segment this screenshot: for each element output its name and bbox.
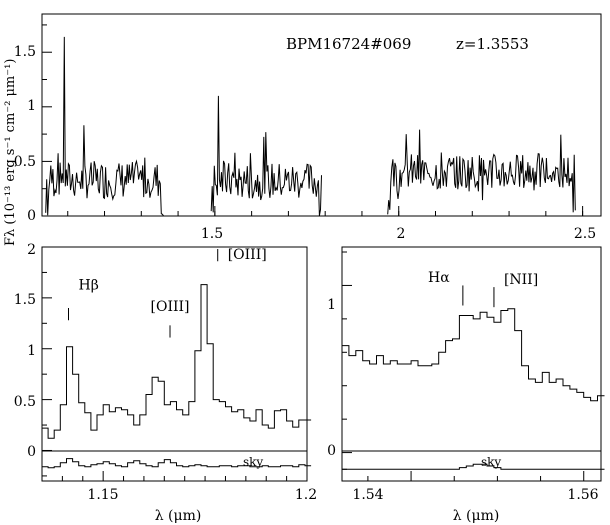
y-axis-label: Fλ (10⁻¹³ erg s⁻¹ cm⁻² μm⁻¹) [3, 59, 18, 246]
bl-x-tick-label: 1.15 [87, 487, 118, 503]
bl-y-tick-label: 1 [27, 343, 36, 359]
br-x-tick-label: 1.54 [352, 487, 383, 503]
top-x-tick-label: 2 [397, 226, 406, 242]
top-panel-spectrum [45, 36, 576, 216]
top-spectrum-J-band [45, 36, 164, 216]
top-y-tick-label: 1.5 [14, 44, 36, 60]
br-flux-trace [342, 308, 605, 402]
bl-y-tick-label: 1.5 [14, 292, 36, 308]
bottom-right-line-markers: Hα [NII] [428, 270, 538, 308]
bl-flux-trace [42, 284, 312, 439]
br-y-tick-label: 0 [327, 443, 336, 459]
bottom-right-sky-spectrum [342, 463, 605, 470]
bottom-right-panel: Hα [NII] sky 0 1 1.54 1.56 λ (μm) [327, 246, 605, 524]
top-x-tick-label: 2.5 [574, 226, 596, 242]
object-id-label: BPM16724#069 [286, 35, 411, 53]
br-sky-trace [342, 463, 605, 470]
bottom-left-sky-spectrum [42, 458, 312, 469]
sky-label: sky [243, 455, 263, 469]
bottom-left-line-markers: Hβ [OIII] [OIII] [68, 247, 267, 338]
bl-line-label-2: [OIII] [228, 247, 267, 263]
bottom-right-frame [341, 246, 602, 482]
bl-y-tick-label: 2 [27, 242, 36, 258]
bottom-left-ticks [42, 246, 308, 481]
bl-x-tick-label: 1.2 [295, 487, 317, 503]
top-y-tick-label: 0.5 [14, 154, 36, 170]
br-x-tick-label: 1.56 [567, 487, 598, 503]
top-panel-ticks [42, 24, 584, 217]
bottom-right-spectrum [342, 308, 605, 402]
br-line-label-0: Hα [428, 270, 450, 286]
bl-y-tick-label: 0 [27, 444, 36, 460]
br-y-tick-label: 1 [327, 297, 336, 313]
top-x-tick-label: 1.5 [201, 226, 223, 242]
br-x-axis-label: λ (μm) [453, 508, 500, 524]
bottom-left-spectrum [42, 284, 312, 439]
bl-x-axis-label: λ (μm) [155, 508, 202, 524]
bottom-left-frame [41, 246, 308, 482]
bl-line-label-1: [OIII] [151, 299, 190, 315]
top-spectrum-H-band [210, 95, 322, 216]
top-y-tick-label: 1 [27, 98, 36, 114]
br-line-label-1: [NII] [504, 272, 538, 288]
top-spectrum-K-band [387, 129, 576, 215]
bl-sky-trace [42, 458, 312, 469]
top-y-tick-label: 0 [27, 208, 36, 224]
bottom-left-panel: Hβ [OIII] [OIII] sky 0 0.5 1 1.5 2 1.15 1.… [14, 242, 317, 524]
redshift-label: z=1.3553 [456, 35, 529, 53]
top-panel: BPM16724#069 z=1.3553 0 0.5 1 1.5 1.5 2 … [14, 13, 602, 242]
bl-y-tick-label: 0.5 [14, 394, 36, 410]
bl-line-label-0: Hβ [79, 278, 99, 294]
top-panel-frame [41, 13, 602, 217]
sky-label: sky [481, 455, 501, 469]
